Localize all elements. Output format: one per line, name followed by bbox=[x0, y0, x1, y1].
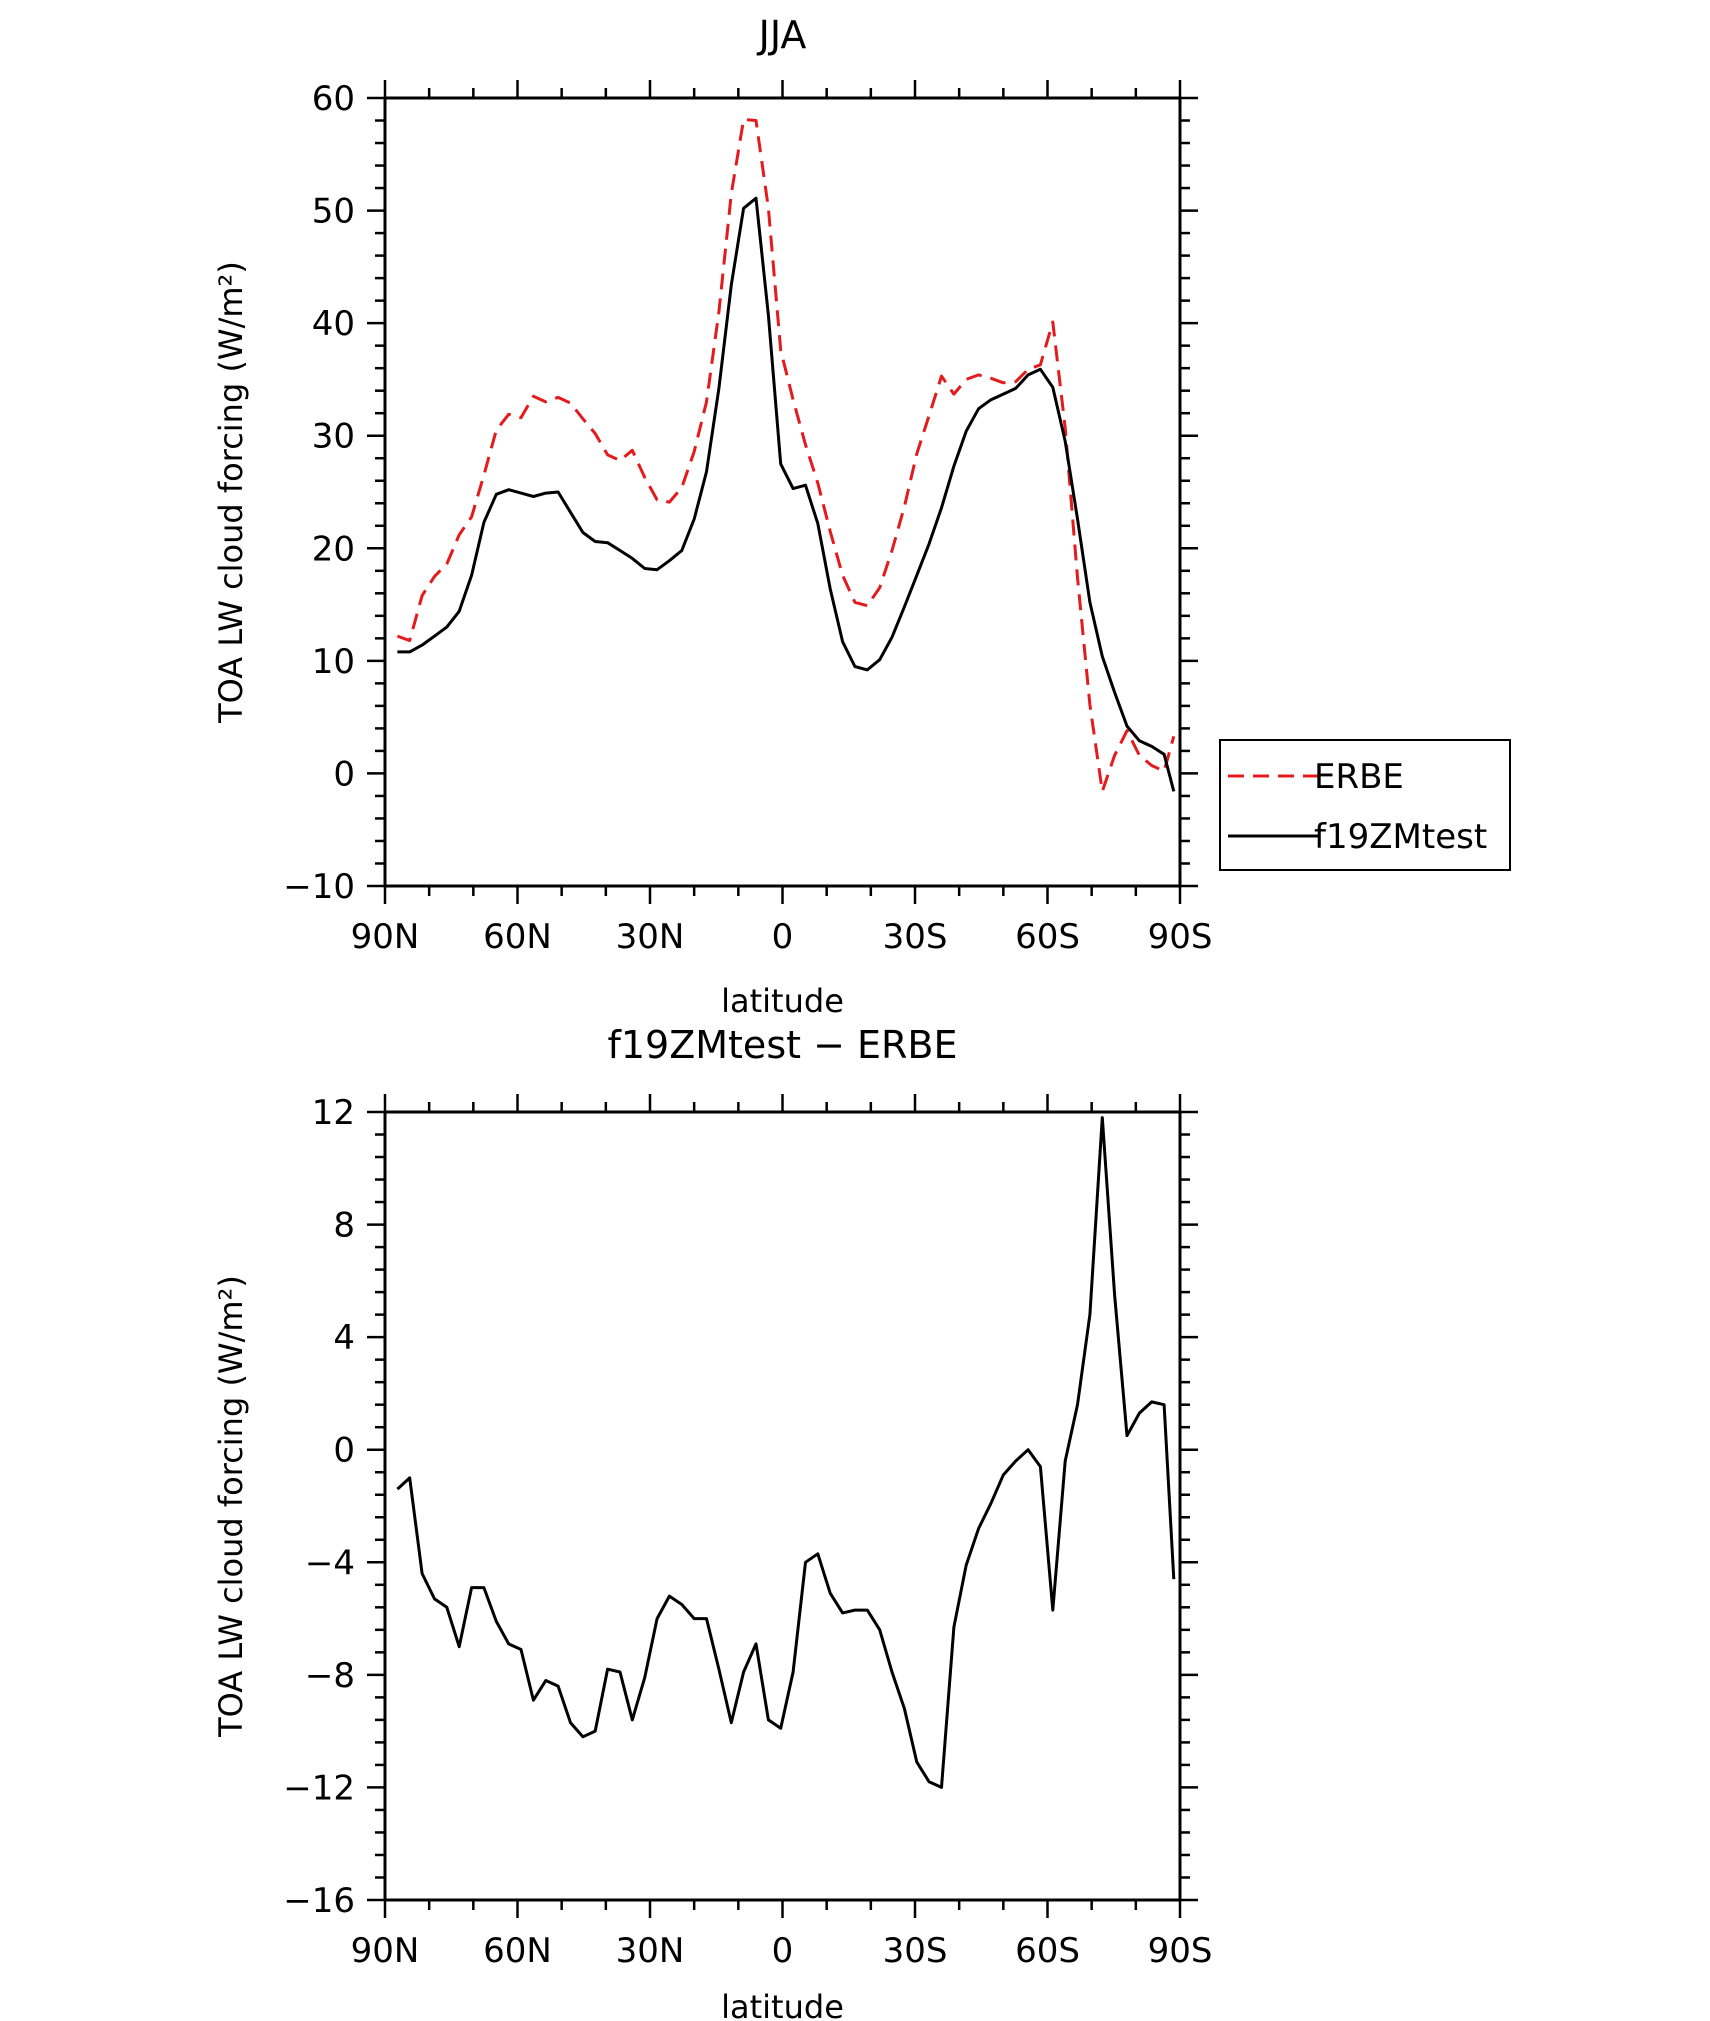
legend-box bbox=[1219, 739, 1511, 871]
y-axis-label: TOA LW cloud forcing (W/m²) bbox=[212, 1275, 250, 1738]
y-tick-label: 0 bbox=[333, 1431, 355, 1471]
legend-label: ERBE bbox=[1314, 757, 1404, 797]
y-tick-label: −10 bbox=[283, 867, 355, 907]
x-tick-label: 60N bbox=[483, 1931, 552, 1971]
x-tick-label: 0 bbox=[772, 917, 794, 957]
y-tick-label: 40 bbox=[312, 304, 355, 344]
y-tick-label: 20 bbox=[312, 529, 355, 569]
x-tick-label: 30N bbox=[616, 917, 685, 957]
legend-label: f19ZMtest bbox=[1314, 817, 1487, 857]
y-tick-label: −12 bbox=[283, 1768, 355, 1808]
series-line-0 bbox=[396, 1116, 1176, 1789]
x-tick-label: 60S bbox=[1015, 917, 1080, 957]
y-tick-label: −8 bbox=[305, 1656, 355, 1696]
x-tick-label: 30S bbox=[883, 917, 948, 957]
y-tick-label: −16 bbox=[283, 1881, 355, 1921]
series-line-f19zmtest bbox=[397, 196, 1176, 792]
chart-title: JJA bbox=[757, 13, 807, 57]
y-tick-label: 60 bbox=[312, 79, 355, 119]
x-tick-label: 30S bbox=[883, 1931, 948, 1971]
x-axis-label: latitude bbox=[721, 1988, 844, 2021]
y-tick-label: 0 bbox=[333, 754, 355, 794]
y-tick-label: −4 bbox=[305, 1543, 355, 1583]
x-tick-label: 90N bbox=[351, 1931, 420, 1971]
chart-bottom-difference: f19ZMtest − ERBE 90N 60N 30N 0 30S 60S 90S −16 −1… bbox=[212, 1023, 1212, 2021]
y-tick-label: 4 bbox=[333, 1318, 355, 1358]
x-tick-label: 60N bbox=[483, 917, 552, 957]
x-tick-label: 30N bbox=[616, 1931, 685, 1971]
x-tick-label: 90S bbox=[1148, 1931, 1213, 1971]
y-tick-label: 10 bbox=[312, 642, 355, 682]
y-tick-label: 50 bbox=[312, 192, 355, 232]
y-axis-label: TOA LW cloud forcing (W/m²) bbox=[212, 261, 250, 724]
y-tick-label: 12 bbox=[312, 1093, 355, 1133]
chart-title: f19ZMtest − ERBE bbox=[607, 1023, 957, 1067]
x-tick-label: 90N bbox=[351, 917, 420, 957]
x-tick-label: 90S bbox=[1148, 917, 1213, 957]
x-tick-label: 0 bbox=[772, 1931, 794, 1971]
y-tick-label: 30 bbox=[312, 417, 355, 457]
series-line-erbe bbox=[396, 117, 1176, 793]
chart-top-jja: JJA 90N 60N 30N 0 30S 60S 90S −10 0 10 20 30 40 50 60 la… bbox=[212, 13, 1511, 1020]
x-axis-label: latitude bbox=[721, 982, 844, 1020]
y-tick-label: 8 bbox=[333, 1206, 355, 1246]
x-tick-label: 60S bbox=[1015, 1931, 1080, 1971]
